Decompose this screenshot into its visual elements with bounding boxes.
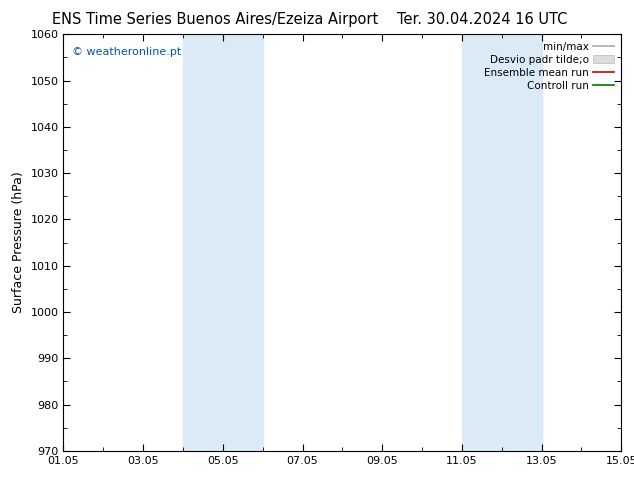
Legend: min/max, Desvio padr tilde;o, Ensemble mean run, Controll run: min/max, Desvio padr tilde;o, Ensemble m…: [482, 40, 616, 93]
Text: ENS Time Series Buenos Aires/Ezeiza Airport: ENS Time Series Buenos Aires/Ezeiza Airp…: [53, 12, 378, 27]
Y-axis label: Surface Pressure (hPa): Surface Pressure (hPa): [12, 172, 25, 314]
Bar: [183, 34, 262, 451]
Text: © weatheronline.pt: © weatheronline.pt: [72, 47, 181, 57]
Bar: [462, 34, 541, 451]
Text: Ter. 30.04.2024 16 UTC: Ter. 30.04.2024 16 UTC: [397, 12, 567, 27]
